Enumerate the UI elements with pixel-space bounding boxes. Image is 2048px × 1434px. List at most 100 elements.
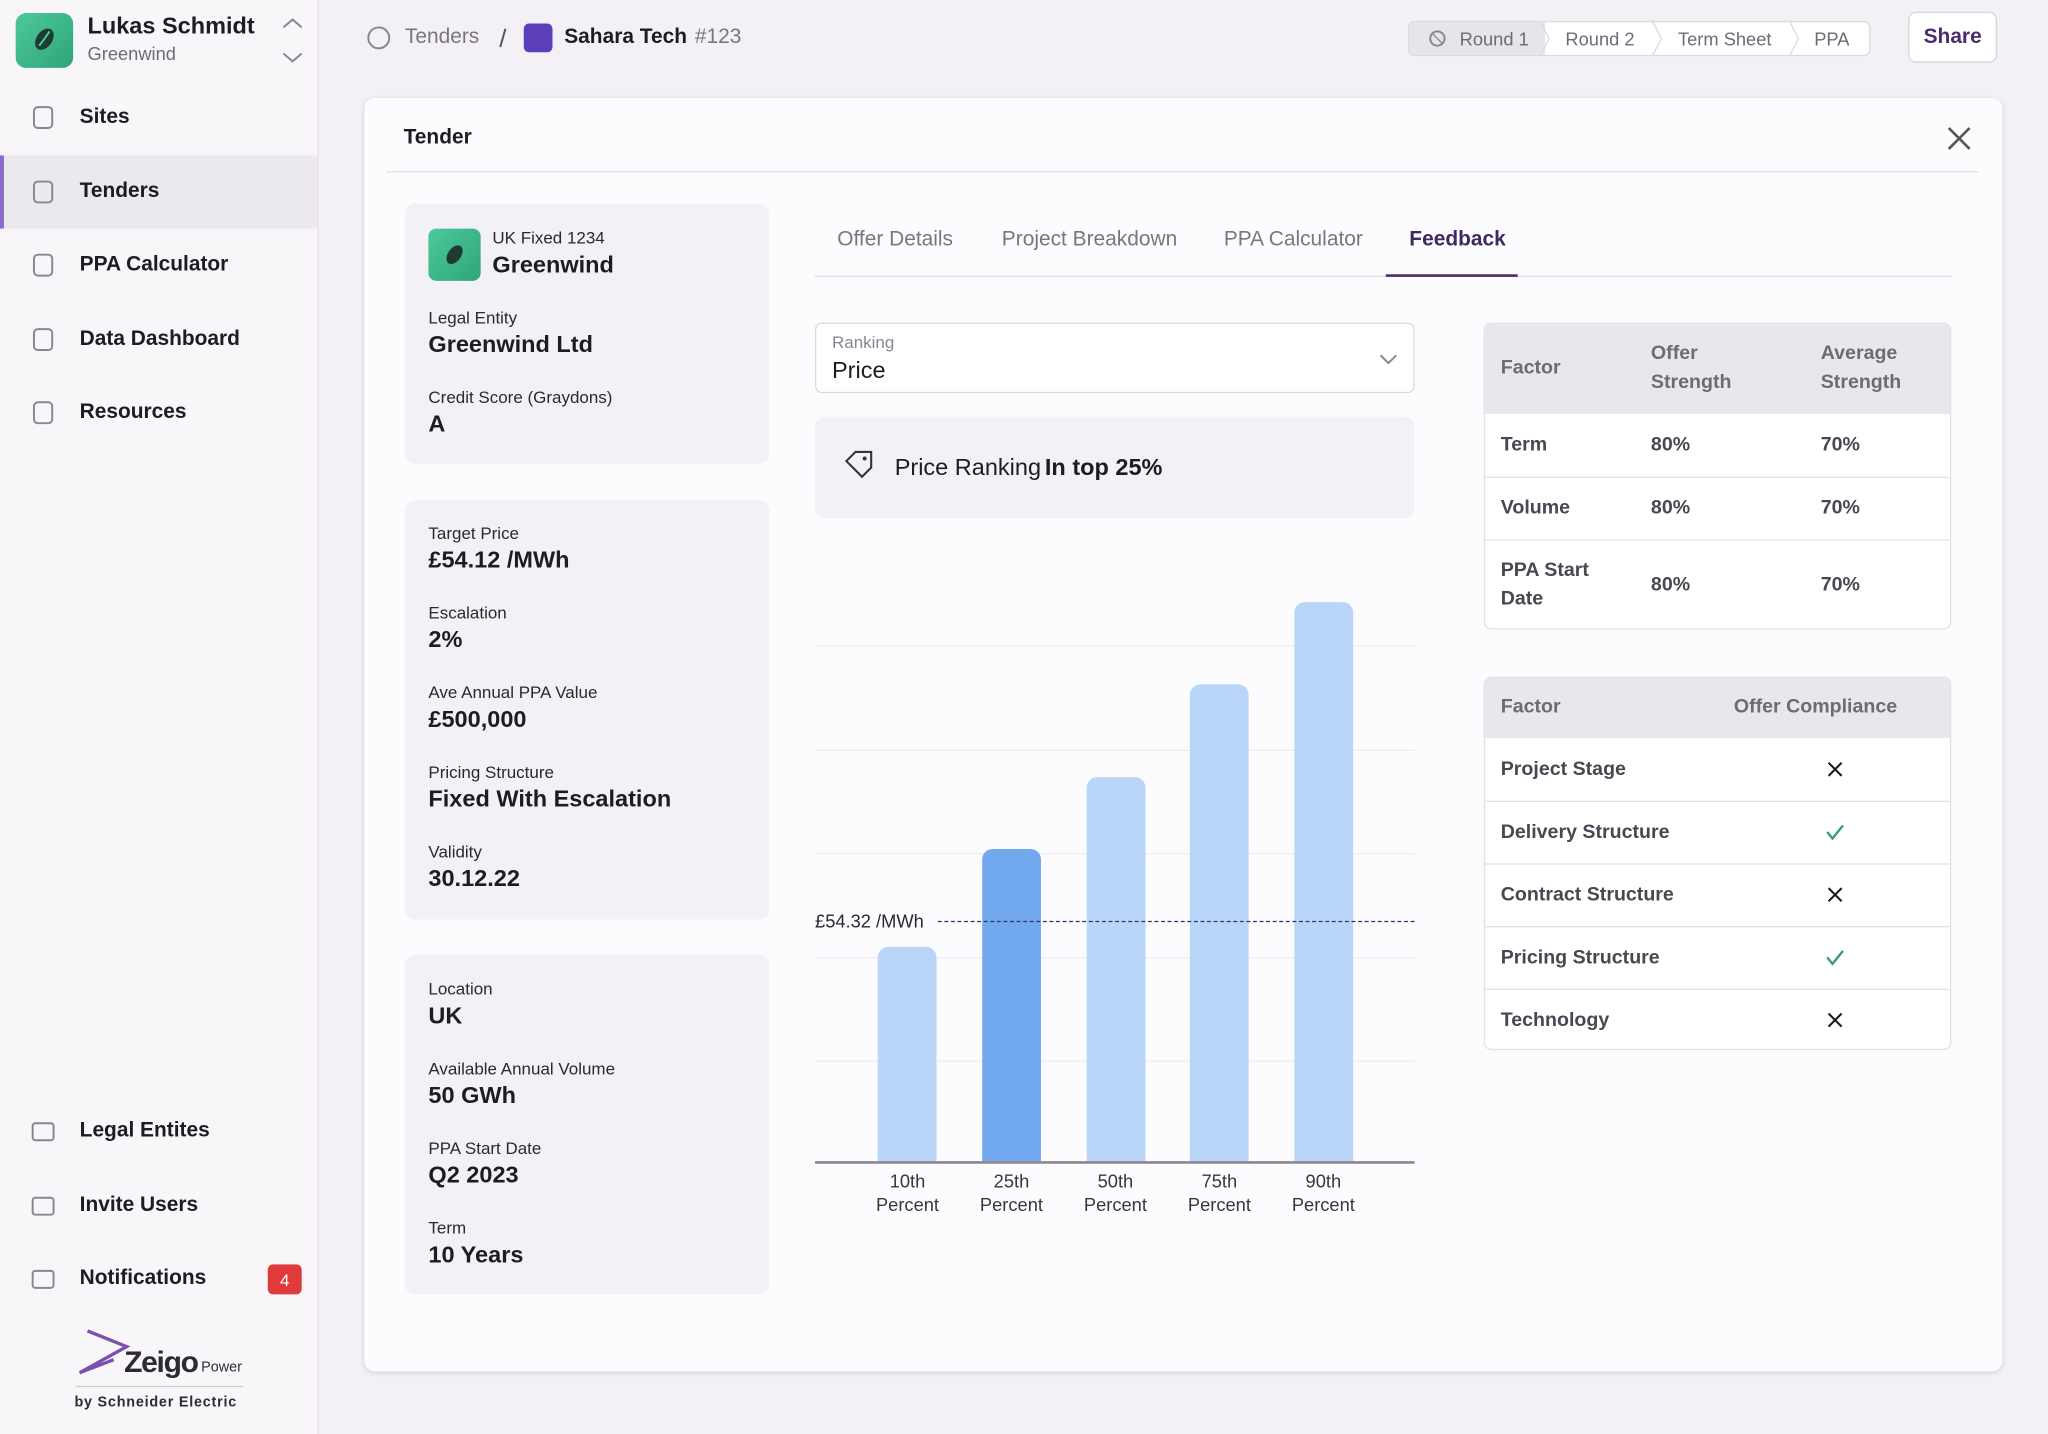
ranking-value: In top 25% xyxy=(1044,453,1163,480)
step-chevron xyxy=(1539,20,1550,57)
table-cell: Project Stage xyxy=(1500,758,1626,781)
project-card xyxy=(404,954,770,1295)
field-label: Pricing Structure xyxy=(428,762,554,782)
step[interactable]: PPA xyxy=(1814,28,1850,49)
badge-count: 4 xyxy=(280,1269,290,1290)
step-active-bg xyxy=(1409,22,1546,55)
field-value: 30.12.22 xyxy=(428,865,520,892)
field-label: Escalation xyxy=(428,602,507,623)
nav-icon xyxy=(32,253,54,277)
nav-item[interactable]: Tenders xyxy=(79,179,160,202)
field-label: Available Annual Volume xyxy=(428,1058,616,1079)
nav-item[interactable]: Resources xyxy=(79,401,187,424)
offer-product: UK Fixed 1234 xyxy=(492,227,605,248)
grid-line xyxy=(815,749,1415,751)
nav-item[interactable]: Legal Entites xyxy=(79,1119,210,1142)
table-cell: 70% xyxy=(1820,433,1860,456)
breadcrumb: Sahara Tech xyxy=(564,26,687,49)
ranking-result xyxy=(815,416,1415,519)
table-cell: 70% xyxy=(1820,572,1860,595)
user-name: Lukas Schmidt xyxy=(87,12,255,39)
step-chevron xyxy=(1651,20,1663,57)
nav-active-bar xyxy=(0,154,4,229)
panel-title: Tender xyxy=(403,126,472,149)
logo-leaf xyxy=(35,28,54,50)
bar xyxy=(982,848,1041,1162)
column-header: Average Strength xyxy=(1820,342,1902,394)
field-value: UK xyxy=(428,1002,463,1029)
row-border xyxy=(1485,539,1951,541)
breadcrumb[interactable]: Tenders xyxy=(404,26,480,49)
nav-item[interactable]: Notifications xyxy=(79,1266,207,1290)
nav-item[interactable]: Data Dashboard xyxy=(79,327,240,350)
tab[interactable]: Project Breakdown xyxy=(1001,228,1178,251)
close-icon[interactable] xyxy=(1947,127,1971,151)
x-tick-label: 50th Percent xyxy=(1083,1170,1147,1215)
tab[interactable]: PPA Calculator xyxy=(1223,228,1363,251)
grid-line xyxy=(815,645,1415,647)
account-switch xyxy=(282,18,303,63)
table-cell: Technology xyxy=(1500,1008,1610,1032)
cross-icon xyxy=(1827,887,1843,902)
table-cell: 80% xyxy=(1650,496,1691,519)
tenders-icon xyxy=(367,26,391,50)
field-label: Legal Entity xyxy=(428,307,518,328)
brand-suffix: Power xyxy=(201,1359,242,1376)
field-label: Location xyxy=(428,978,493,999)
nav-item[interactable]: PPA Calculator xyxy=(79,253,229,276)
step-icon xyxy=(1429,30,1446,47)
table-cell: Contract Structure xyxy=(1500,883,1674,906)
column-header: Factor xyxy=(1500,695,1561,718)
cross-icon xyxy=(1827,762,1843,777)
notification-badge xyxy=(267,1264,302,1295)
step[interactable]: Round 1 xyxy=(1459,28,1529,49)
step[interactable]: Round 2 xyxy=(1565,28,1635,49)
nav-icon xyxy=(31,1196,55,1216)
tab[interactable]: Feedback xyxy=(1409,228,1506,251)
nav-icon xyxy=(32,327,54,351)
reference-label: £54.32 /MWh xyxy=(815,910,924,932)
step[interactable]: Term Sheet xyxy=(1677,28,1772,49)
field-label: Target Price xyxy=(428,523,520,543)
pricing-card xyxy=(404,500,770,920)
ranking-select[interactable] xyxy=(815,322,1415,394)
field-value: Greenwind Ltd xyxy=(428,331,593,358)
column-header: Factor xyxy=(1500,356,1561,379)
share-label[interactable]: Share xyxy=(1923,26,1982,49)
row-border xyxy=(1485,800,1951,802)
nav-icon xyxy=(31,1269,55,1289)
x-tick-label: 75th Percent xyxy=(1187,1170,1251,1215)
table-header-bg xyxy=(1485,323,1951,415)
project-icon xyxy=(523,23,553,53)
field-value: 10 Years xyxy=(428,1241,524,1268)
table-cell: PPA Start Date xyxy=(1500,558,1589,610)
nav-icon xyxy=(31,1122,55,1142)
table-cell: 80% xyxy=(1650,433,1691,456)
divider xyxy=(386,171,1979,173)
row-border xyxy=(1485,863,1951,865)
field-value: £54.12 /MWh xyxy=(428,546,570,573)
x-tick-label: 90th Percent xyxy=(1291,1170,1355,1215)
nav-item[interactable]: Sites xyxy=(79,105,130,128)
ranking-label: Price Ranking xyxy=(894,453,1042,480)
nav-item[interactable]: Invite Users xyxy=(79,1193,199,1216)
tab-underline xyxy=(1385,274,1518,277)
project-id: #123 xyxy=(694,26,742,49)
check-icon xyxy=(1826,824,1844,841)
user-org: Greenwind xyxy=(87,43,176,64)
bar xyxy=(1189,684,1249,1162)
column-header: Offer Compliance xyxy=(1733,695,1898,718)
table-header-bg xyxy=(1485,677,1951,738)
brand-byline: by Schneider Electric xyxy=(74,1394,238,1411)
tab[interactable]: Offer Details xyxy=(837,228,953,251)
brand-mark xyxy=(78,1329,131,1375)
table-cell: Pricing Structure xyxy=(1500,946,1660,969)
share-button[interactable] xyxy=(1908,11,1998,63)
field-value: £500,000 xyxy=(428,705,527,733)
price-tag-icon xyxy=(844,450,873,479)
select-value: Price xyxy=(831,357,886,384)
table-cell: Delivery Structure xyxy=(1500,820,1670,844)
row-border xyxy=(1485,476,1951,479)
table-cell: Term xyxy=(1500,433,1548,456)
table-cell: 80% xyxy=(1650,572,1691,595)
